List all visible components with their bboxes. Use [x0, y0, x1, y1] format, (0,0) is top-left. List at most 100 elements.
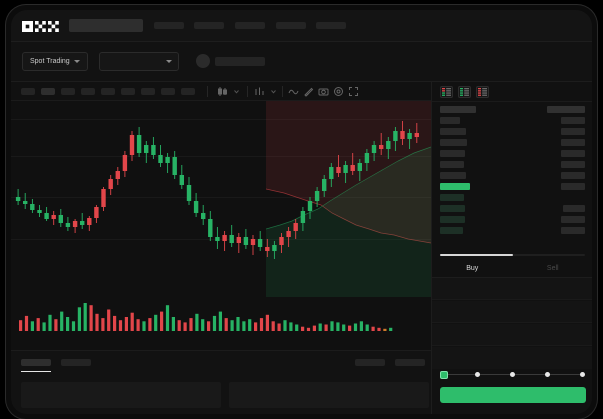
orderbook-row-ask[interactable] — [440, 117, 460, 124]
orderbook-mixed-icon[interactable] — [440, 85, 453, 98]
wave-indicator-icon[interactable] — [288, 86, 299, 97]
orderbook-row-ask[interactable] — [440, 172, 466, 179]
okx-logo[interactable] — [22, 20, 60, 32]
orderbook-and-trade-panel: Buy Sell — [431, 82, 592, 414]
trading-pair-select[interactable] — [99, 52, 179, 71]
timeframe-button-1[interactable] — [21, 88, 35, 95]
orderbook-row-highlight[interactable] — [440, 183, 470, 190]
slider-stop-25[interactable] — [475, 372, 480, 377]
orders-placeholder-panel-1 — [21, 382, 221, 408]
orderbook-row-size[interactable] — [561, 172, 585, 179]
orderbook-scrollbar[interactable] — [440, 254, 585, 256]
orders-tab-1[interactable] — [21, 359, 51, 366]
orderbook-row-size[interactable] — [561, 183, 585, 190]
amount-slider[interactable] — [440, 370, 586, 380]
orderbook-asks-icon[interactable] — [476, 85, 489, 98]
timeframe-button-7[interactable] — [141, 88, 155, 95]
orderbook-row-ask[interactable] — [440, 139, 467, 146]
nav-item-4[interactable] — [276, 22, 306, 29]
nav-item-3[interactable] — [235, 22, 265, 29]
order-field-total[interactable] — [432, 324, 592, 346]
timeframe-button-8[interactable] — [161, 88, 175, 95]
tab-sell[interactable]: Sell — [513, 260, 593, 277]
market-subheader: Spot Trading — [11, 42, 592, 100]
orderbook-row-bid[interactable] — [440, 194, 464, 201]
timeframe-button-2[interactable] — [41, 88, 55, 95]
slider-stop-100[interactable] — [580, 372, 585, 377]
orderbook-bids-icon[interactable] — [458, 85, 471, 98]
chart-gridline — [11, 156, 431, 157]
tab-buy[interactable]: Buy — [432, 260, 513, 277]
orders-panel — [11, 350, 431, 414]
chevron-down-icon[interactable] — [270, 86, 277, 97]
order-field-amount[interactable] — [432, 301, 592, 323]
orderbook-rows[interactable] — [432, 102, 592, 250]
orderbook-row-size[interactable] — [563, 205, 585, 212]
fullscreen-icon[interactable] — [348, 86, 359, 97]
device-frame: .nav-item { position:absolute; top:12px;… — [6, 5, 597, 419]
market-type-label: Spot Trading — [30, 58, 70, 65]
timeframe-button-6[interactable] — [121, 88, 135, 95]
orderbook-row-ask[interactable] — [440, 150, 465, 157]
order-field-extra[interactable] — [432, 347, 592, 369]
orderbook-row-header[interactable] — [440, 106, 476, 113]
timeframe-button-3[interactable] — [61, 88, 75, 95]
nav-item-5[interactable] — [316, 22, 346, 29]
tab-buy-label: Buy — [466, 265, 479, 272]
orderbook-row-bid[interactable] — [440, 216, 465, 223]
app-screen: .nav-item { position:absolute; top:12px;… — [11, 10, 592, 414]
toolbar-divider-2 — [247, 86, 248, 97]
orderbook-row-size[interactable] — [561, 117, 585, 124]
place-buy-order-button[interactable] — [440, 387, 586, 403]
chart-gridline — [11, 239, 431, 240]
chevron-down-icon[interactable] — [233, 86, 240, 97]
orderbook-row-size[interactable] — [561, 161, 585, 168]
order-field-price[interactable] — [432, 278, 592, 300]
slider-handle[interactable] — [440, 371, 448, 379]
camera-snapshot-icon[interactable] — [318, 86, 329, 97]
chart-gridline — [11, 197, 431, 198]
slider-stop-50[interactable] — [510, 372, 515, 377]
orderbook-row-ask[interactable] — [440, 128, 466, 135]
timeframe-button-5[interactable] — [101, 88, 115, 95]
search-input[interactable] — [69, 19, 143, 32]
indicators-icon[interactable] — [254, 86, 265, 97]
orders-placeholder-panel-2 — [229, 382, 429, 408]
top-navigation-bar — [11, 10, 592, 42]
scrollbar-thumb[interactable] — [440, 254, 513, 256]
active-tab-underline — [21, 371, 51, 372]
orderbook-row-size[interactable] — [561, 216, 585, 223]
volume-series — [19, 303, 393, 331]
orderbook-row-ask[interactable] — [440, 161, 464, 168]
market-type-dropdown[interactable]: Spot Trading — [22, 52, 88, 71]
toolbar-divider-1 — [207, 86, 208, 97]
candlestick-series — [15, 121, 419, 259]
orderbook-row-size[interactable] — [561, 227, 585, 234]
toolbar-divider-3 — [282, 86, 283, 97]
timeframe-button-4[interactable] — [81, 88, 95, 95]
chart-gridline — [11, 119, 431, 120]
buy-sell-tabs: Buy Sell — [432, 260, 592, 278]
nav-item-2[interactable] — [194, 22, 224, 29]
orderbook-row-size[interactable] — [561, 150, 585, 157]
timeframe-button-9[interactable] — [181, 88, 195, 95]
chart-settings-icon[interactable] — [333, 86, 344, 97]
orderbook-row-size[interactable] — [561, 128, 585, 135]
orderbook-header — [432, 82, 592, 102]
orders-tab-2[interactable] — [61, 359, 91, 366]
slider-stop-75[interactable] — [545, 372, 550, 377]
orderbook-row-size[interactable] — [547, 106, 585, 113]
orderbook-row-bid[interactable] — [440, 205, 465, 212]
drawing-tools-icon[interactable] — [303, 86, 314, 97]
orderbook-row-bid[interactable] — [440, 227, 463, 234]
market-depth-overlay — [266, 101, 431, 297]
price-chart[interactable] — [11, 101, 431, 350]
orderbook-row-size[interactable] — [561, 139, 585, 146]
chart-toolbar — [11, 82, 431, 101]
orders-action-1[interactable] — [355, 359, 385, 366]
tab-sell-label: Sell — [546, 265, 559, 272]
nav-item-1[interactable] — [154, 22, 184, 29]
candlestick-chart-type-icon[interactable] — [217, 86, 228, 97]
orders-action-2[interactable] — [395, 359, 425, 366]
pair-avatar — [196, 54, 210, 68]
